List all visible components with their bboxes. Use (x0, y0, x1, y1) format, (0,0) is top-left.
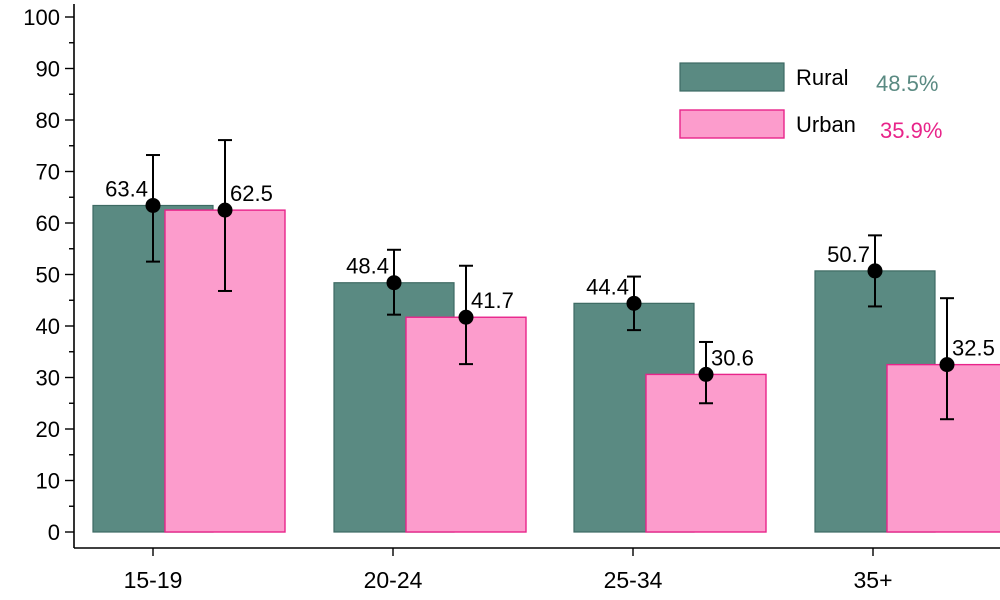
point-marker (386, 275, 402, 291)
error-bar-rural (386, 248, 402, 316)
data-label-rural: 50.7 (827, 242, 870, 267)
error-bar-urban (939, 297, 955, 421)
y-tick-label: 30 (36, 366, 60, 391)
y-tick-label: 60 (36, 211, 60, 236)
legend-item-urban: Urban 35.9% (679, 109, 942, 143)
legend-item-rural: Rural 48.5% (679, 62, 938, 96)
bar-urban (886, 363, 1000, 533)
error-bar-rural (145, 154, 161, 263)
error-bars (145, 139, 955, 421)
y-tick-label: 20 (36, 417, 60, 442)
legend-overall-value: 35.9% (880, 118, 942, 143)
legend-overall-value: 48.5% (876, 71, 938, 96)
legend-label: Rural (796, 65, 849, 90)
point-marker (217, 202, 233, 218)
x-tick-label: 15-19 (124, 567, 183, 593)
data-label-rural: 48.4 (346, 254, 389, 279)
point-marker (626, 295, 642, 311)
x-tick-label: 35+ (853, 567, 892, 593)
legend-swatch (679, 109, 785, 139)
x-tick-label: 25-34 (604, 567, 663, 593)
data-label-urban: 30.6 (711, 345, 754, 370)
error-bar-urban (458, 264, 474, 366)
error-bar-urban (698, 340, 714, 405)
data-label-urban: 32.5 (952, 336, 995, 361)
data-label-urban: 62.5 (230, 181, 273, 206)
legend: Rural 48.5% Urban 35.9% (679, 62, 942, 143)
legend-label: Urban (796, 112, 856, 137)
data-label-rural: 63.4 (105, 176, 148, 201)
y-tick-label: 80 (36, 108, 60, 133)
y-tick-label: 100 (23, 5, 60, 30)
data-label-rural: 44.4 (586, 274, 629, 299)
y-tick-label: 70 (36, 160, 60, 185)
point-marker (867, 263, 883, 279)
data-label-urban: 41.7 (471, 288, 514, 313)
axes: 0 10 20 30 40 50 60 70 80 90 100 15-19 20-24 25-34 35+ (23, 4, 1000, 593)
x-tick-label: 20-24 (364, 567, 423, 593)
y-tick-label: 90 (36, 57, 60, 82)
y-tick-label: 10 (36, 469, 60, 494)
y-tick-label: 0 (48, 520, 60, 545)
y-tick-label: 40 (36, 314, 60, 339)
point-marker (458, 309, 474, 325)
y-tick-label: 50 (36, 263, 60, 288)
error-bar-urban (217, 139, 233, 292)
error-bar-rural (626, 275, 642, 332)
point-marker (939, 357, 955, 373)
point-marker (145, 197, 161, 213)
point-marker (698, 366, 714, 382)
error-bar-rural (867, 234, 883, 308)
legend-swatch (679, 62, 785, 92)
data-labels: 63.4 62.5 48.4 41.7 44.4 30.6 50.7 32.5 (105, 176, 995, 370)
